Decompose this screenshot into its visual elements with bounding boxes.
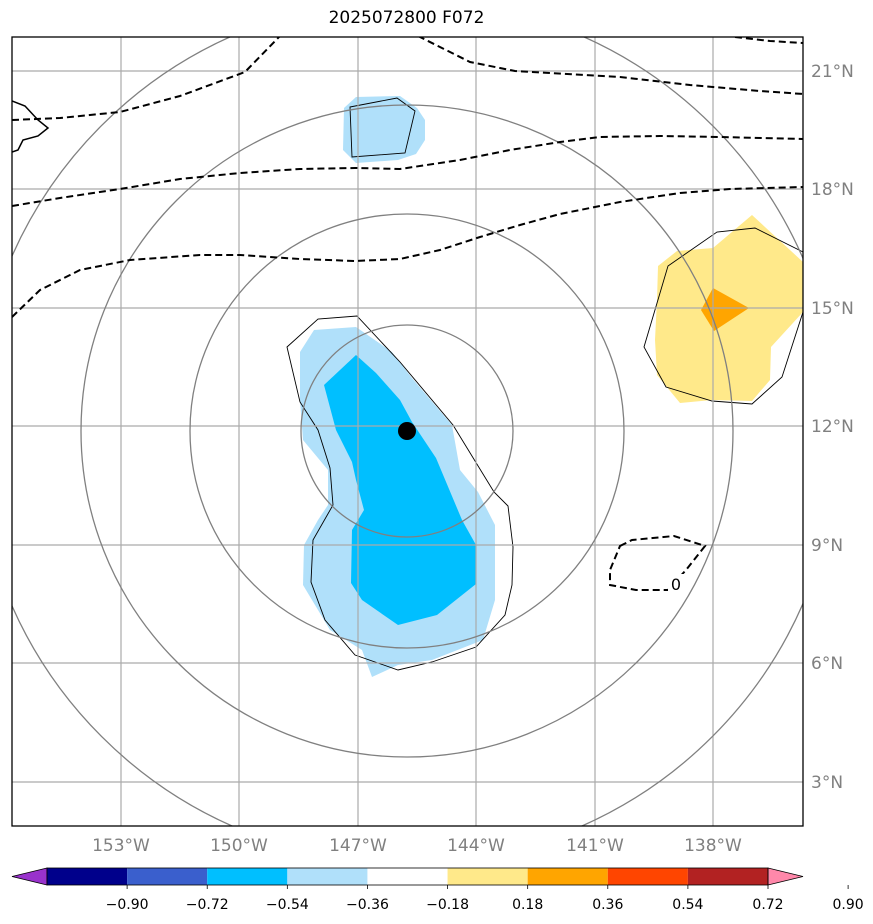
graticule [12, 37, 803, 826]
longitude-labels: 153°W 150°W 147°W 144°W 141°W 138°W [92, 836, 742, 856]
colorbar-tick-label: −0.72 [186, 897, 229, 913]
colorbar-segment [367, 868, 448, 885]
colorbar-segment [207, 868, 288, 885]
colorbar-tick-label: 0.54 [672, 897, 703, 913]
outline-east [643, 227, 803, 405]
shading-outlines [286, 97, 803, 671]
colorbar-tick-label: −0.36 [346, 897, 389, 913]
lat-label: 12°N [811, 417, 854, 437]
lat-label: 21°N [811, 62, 854, 82]
lon-label: 144°W [447, 836, 505, 856]
colorbar-tick-label: −0.90 [106, 897, 149, 913]
range-ring-3 [80, 104, 734, 758]
colorbar-segment [687, 868, 768, 885]
dashed-contour-5 [12, 186, 803, 318]
contour-label: 0 [671, 575, 681, 594]
colorbar-extend-high [767, 867, 804, 886]
contour-label-bg [668, 574, 684, 593]
lat-label: 18°N [811, 180, 854, 200]
colorbar-tick-label: −0.18 [426, 897, 469, 913]
lat-label: 6°N [811, 654, 843, 674]
range-ring-2 [189, 213, 625, 649]
shaded-field [300, 96, 803, 677]
lon-label: 138°W [684, 836, 742, 856]
range-rings [12, 37, 803, 826]
light-blue-patch-north [343, 96, 425, 163]
dashed-contour-closed [609, 534, 707, 591]
storm-center-marker [398, 422, 416, 440]
colorbar-segment [287, 868, 368, 885]
colorbar-segment [527, 868, 608, 885]
colorbar-segment [127, 868, 208, 885]
lat-label: 3°N [811, 773, 843, 793]
colorbar-tick-label: 0.72 [752, 897, 783, 913]
colorbar-tick-label: 0.90 [833, 897, 864, 913]
colorbar-segment [447, 868, 528, 885]
lon-label: 150°W [210, 836, 268, 856]
range-ring-1 [300, 324, 514, 538]
blue-field-central [324, 355, 476, 625]
lat-label: 15°N [811, 299, 854, 319]
plot-frame [11, 36, 804, 827]
colorbar-segment [607, 868, 688, 885]
colorbar-tick-label: 0.18 [512, 897, 543, 913]
dashed-contour-1 [12, 37, 281, 121]
colorbar-tick-label: −0.54 [266, 897, 309, 913]
colorbar: −0.90 −0.72 −0.54 −0.36 −0.18 0.18 0.36 0.54 0.7… [11, 867, 864, 913]
outline-north [349, 97, 416, 158]
colorbar-frame [46, 867, 769, 886]
colorbar-extend-low [11, 867, 48, 886]
lon-label: 147°W [329, 836, 387, 856]
outline-central [286, 315, 514, 671]
latitude-labels: 21°N 18°N 15°N 12°N 9°N 6°N 3°N [811, 62, 854, 793]
dashed-contour-3 [734, 37, 803, 44]
lon-label: 153°W [92, 836, 150, 856]
lat-label: 9°N [811, 536, 843, 556]
dashed-contours [12, 37, 803, 591]
map-title: 2025072800 F072 [328, 8, 485, 28]
dashed-contour-2 [417, 37, 803, 95]
coastline [12, 100, 50, 153]
colorbar-tick-label: 0.36 [592, 897, 623, 913]
colorbar-segment [47, 868, 128, 885]
dashed-contour-4 [12, 134, 803, 207]
lon-label: 141°W [566, 836, 624, 856]
